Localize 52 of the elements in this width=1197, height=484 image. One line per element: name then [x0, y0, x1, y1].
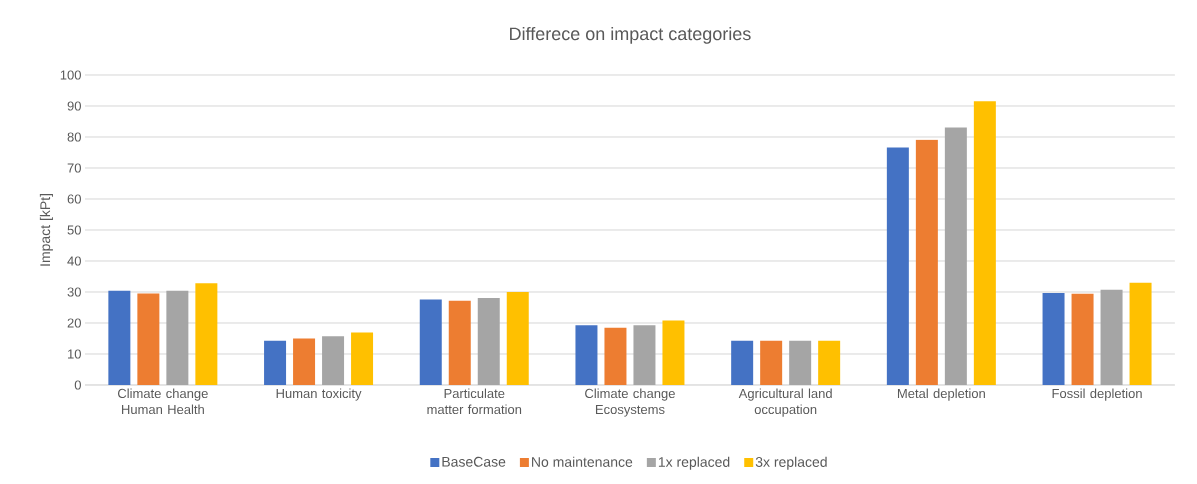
- y-tick-label: 60: [67, 194, 81, 204]
- bar: [789, 340, 812, 385]
- bar: [477, 297, 500, 385]
- bar: [351, 332, 374, 385]
- bar: [264, 340, 287, 385]
- bar: [731, 340, 754, 385]
- x-tick-label: Human toxicity: [276, 388, 362, 401]
- chart-title: Differece on impact categories: [510, 26, 751, 44]
- bar: [633, 325, 656, 385]
- x-tick-label: Particulate matter formation: [427, 388, 522, 415]
- y-tick-label: 30: [67, 287, 81, 297]
- y-tick-label: 100: [60, 70, 81, 80]
- legend-label: No maintenance: [532, 456, 633, 467]
- bar: [760, 340, 783, 385]
- bar: [662, 320, 685, 385]
- y-tick-label: 40: [67, 256, 81, 266]
- bar: [137, 293, 160, 385]
- bar: [293, 338, 316, 385]
- bar: [108, 290, 131, 385]
- y-tick-label: 20: [67, 318, 81, 328]
- x-tick-label: Metal depletion: [897, 388, 985, 401]
- bar: [166, 290, 189, 385]
- bar: [944, 127, 967, 385]
- y-tick-label: 50: [67, 225, 81, 235]
- bar: [886, 147, 909, 385]
- bar: [604, 327, 627, 385]
- bar: [448, 300, 471, 385]
- bar: [973, 101, 996, 385]
- bar: [1042, 292, 1065, 385]
- bar: [195, 283, 218, 385]
- bar: [915, 139, 938, 385]
- bar: [1071, 293, 1094, 385]
- legend-label: BaseCase: [442, 456, 506, 467]
- bar: [1129, 282, 1152, 385]
- y-tick-label: 0: [74, 380, 81, 390]
- y-tick-label: 70: [67, 163, 81, 173]
- y-tick-label: 80: [67, 132, 81, 142]
- legend-label: 3x replaced: [755, 456, 827, 470]
- bar: [818, 340, 841, 385]
- bar: [1100, 289, 1123, 385]
- x-tick-label: Climate change Human Health: [118, 388, 208, 415]
- x-tick-label: Fossil depletion: [1052, 388, 1142, 401]
- x-tick-label: Climate change Ecosystems: [585, 388, 675, 417]
- bar: [506, 291, 529, 385]
- y-tick-label: 90: [67, 101, 81, 111]
- legend-label: 1x replaced: [658, 456, 730, 470]
- bar: [322, 336, 345, 385]
- y-tick-label: 10: [68, 349, 81, 359]
- x-tick-label: Agricultural land occupation: [738, 388, 832, 417]
- bar: [575, 325, 598, 385]
- y-axis-title: Impact [kPt]: [39, 194, 53, 266]
- bar: [419, 299, 442, 385]
